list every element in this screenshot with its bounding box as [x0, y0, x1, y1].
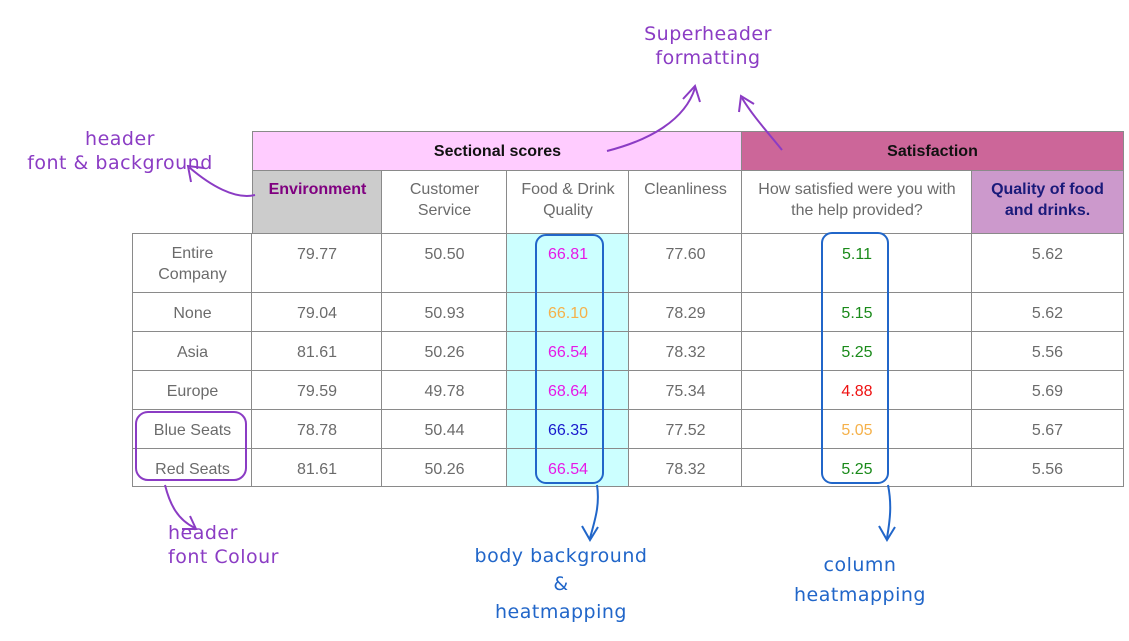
row-header: Europe: [132, 370, 252, 409]
cell-food-drink: 66.81: [506, 233, 629, 292]
cell-help-satisfaction: 5.25: [741, 331, 972, 370]
cell-customer-service: 50.26: [381, 331, 507, 370]
cell-customer-service: 50.50: [381, 233, 507, 292]
cell-environment: 81.61: [251, 448, 382, 487]
annotation-superheader: Superheader formatting: [644, 23, 772, 69]
header-environment: Environment: [252, 170, 382, 233]
header-help-satisfaction: How satisfied were you with the help pro…: [741, 170, 972, 233]
row-header: Blue Seats: [132, 409, 252, 448]
cell-quality-food-drinks: 5.62: [971, 233, 1124, 292]
annotation-column-heatmapping: column heatmapping: [794, 554, 926, 606]
cell-cleanliness: 78.32: [628, 331, 742, 370]
row-header: Asia: [132, 331, 252, 370]
cell-customer-service: 50.93: [381, 292, 507, 331]
cell-help-satisfaction: 4.88: [741, 370, 972, 409]
cell-help-satisfaction: 5.05: [741, 409, 972, 448]
annotation-body-background: body background & heatmapping: [474, 545, 648, 623]
cell-cleanliness: 77.60: [628, 233, 742, 292]
cell-customer-service: 50.26: [381, 448, 507, 487]
header-quality-food-drinks: Quality of food and drinks.: [971, 170, 1124, 233]
cell-environment: 79.04: [251, 292, 382, 331]
cell-quality-food-drinks: 5.69: [971, 370, 1124, 409]
cell-quality-food-drinks: 5.67: [971, 409, 1124, 448]
cell-environment: 78.78: [251, 409, 382, 448]
cell-help-satisfaction: 5.15: [741, 292, 972, 331]
annotation-header-font-bg: header font & background: [27, 128, 213, 174]
row-header: Entire Company: [132, 233, 252, 292]
column-heatmap-arrow: [886, 484, 892, 539]
header-cleanliness: Cleanliness: [628, 170, 742, 233]
cell-cleanliness: 78.29: [628, 292, 742, 331]
cell-cleanliness: 77.52: [628, 409, 742, 448]
body-heatmap-arrow: [589, 484, 599, 539]
cell-customer-service: 49.78: [381, 370, 507, 409]
cell-food-drink: 66.54: [506, 448, 629, 487]
row-header: None: [132, 292, 252, 331]
cell-cleanliness: 75.34: [628, 370, 742, 409]
annotation-header-font-colour: header font Colour: [168, 522, 279, 568]
cell-quality-food-drinks: 5.56: [971, 331, 1124, 370]
cell-food-drink: 66.10: [506, 292, 629, 331]
cell-food-drink: 66.54: [506, 331, 629, 370]
cell-environment: 79.77: [251, 233, 382, 292]
cell-cleanliness: 78.32: [628, 448, 742, 487]
cell-quality-food-drinks: 5.62: [971, 292, 1124, 331]
cell-quality-food-drinks: 5.56: [971, 448, 1124, 487]
cell-help-satisfaction: 5.25: [741, 448, 972, 487]
superheader-sectional-scores: Sectional scores: [252, 131, 742, 170]
cell-customer-service: 50.44: [381, 409, 507, 448]
header-food-drink-quality: Food & Drink Quality: [506, 170, 629, 233]
cell-food-drink: 68.64: [506, 370, 629, 409]
row-header: Red Seats: [132, 448, 252, 487]
cell-environment: 79.59: [251, 370, 382, 409]
cell-environment: 81.61: [251, 331, 382, 370]
cell-food-drink: 66.35: [506, 409, 629, 448]
cell-help-satisfaction: 5.11: [741, 233, 972, 292]
header-customer-service: Customer Service: [381, 170, 507, 233]
superheader-satisfaction: Satisfaction: [741, 131, 1124, 170]
